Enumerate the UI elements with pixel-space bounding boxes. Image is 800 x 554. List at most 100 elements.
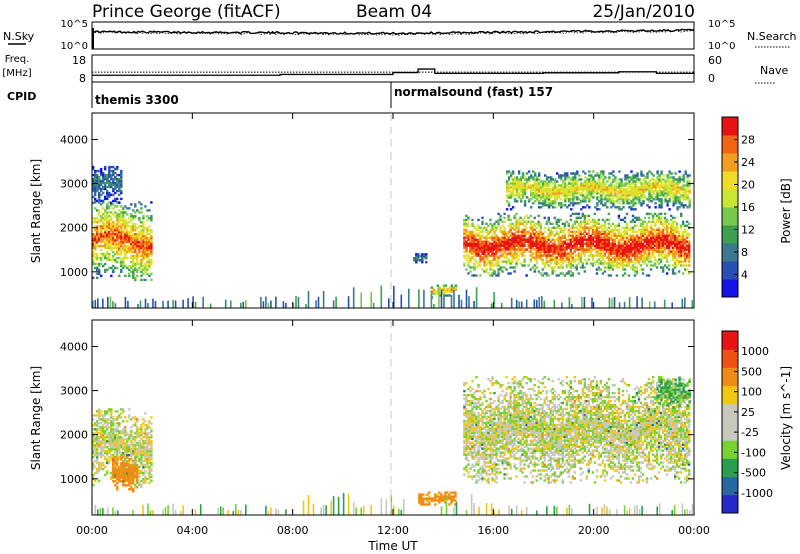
heat-cell [463,222,466,225]
heat-cell [563,252,566,255]
heat-cell [106,221,109,224]
heat-cell [100,428,103,431]
heat-cell [607,244,611,247]
heat-cell [493,244,496,247]
heat-cell [132,217,135,220]
heat-cell [639,230,643,233]
heat-cell [96,231,99,234]
heat-cell [639,264,643,267]
heat-cell [534,188,537,191]
heat-cell [493,236,496,239]
heat-cell [653,258,657,261]
heat-cell [638,196,641,199]
heat-cell [677,254,681,257]
heat-cell [676,184,679,187]
heat-cell [100,248,103,252]
heat-cell [627,234,631,237]
heat-cell [120,438,123,441]
heat-cell [657,248,661,251]
heat-cell [98,213,101,216]
heat-cell [100,440,103,443]
heat-cell [630,186,633,189]
heat-cell [607,274,611,277]
heat-cell [110,422,113,425]
heat-cell [583,234,586,237]
heat-cell [523,216,526,220]
heat-cell [621,254,625,257]
heat-cell [513,216,516,220]
heat-cell [515,244,518,247]
heat-cell [630,170,633,173]
heat-cell [116,478,119,481]
heat-cell [148,252,151,256]
heat-cell [118,187,121,191]
heat-cell [473,274,476,277]
heat-cell [116,201,119,204]
heat-cell [148,262,151,266]
heat-cell [579,226,582,229]
heat-cell [146,250,149,254]
heat-cell [467,260,470,263]
heat-cell [114,446,117,449]
heat-cell [130,430,133,433]
heat-cell [517,228,520,231]
heat-cell [142,248,145,252]
heat-cell [579,224,582,227]
heat-cell [598,182,601,185]
heat-cell [134,461,137,465]
heat-cell [618,190,621,193]
heat-cell [148,459,151,463]
heat-cell [634,202,637,205]
heat-cell [572,202,575,205]
heat-cell [146,463,149,467]
heat-cell [617,222,621,225]
heat-cell [639,252,643,255]
heat-cell [102,187,105,191]
heat-cell [643,226,647,229]
heat-cell [483,264,486,267]
heat-cell [591,248,595,251]
heat-cell [463,240,466,243]
heat-cell [576,188,579,191]
heat-cell [575,246,578,249]
heat-cell [653,234,657,237]
ground-scatter-cell [618,302,621,308]
heat-cell [140,246,143,250]
heat-cell [675,236,679,239]
heat-cell [114,240,117,244]
heat-cell [503,240,506,243]
heat-cell [595,236,599,239]
heat-cell [595,232,599,235]
heat-cell [114,237,117,240]
heat-cell [100,432,103,435]
heat-cell [673,262,677,265]
heat-cell [535,260,538,263]
heat-cell [647,216,651,220]
heat-cell [601,236,605,239]
heat-cell [591,244,595,247]
heat-cell [106,177,109,181]
heat-cell [616,206,619,209]
heat-cell [567,228,570,231]
heat-cell [656,176,659,179]
heat-cell [585,260,588,263]
heat-cell [413,257,416,260]
heat-cell [509,250,512,253]
heat-cell [450,290,454,293]
heat-cell [114,211,117,214]
heat-cell [146,459,149,463]
heat-cell [104,442,107,445]
heat-cell [463,220,466,223]
heat-cell [116,442,119,445]
heat-cell [543,272,546,275]
heat-cell [509,242,512,245]
heat-cell [114,442,117,445]
heat-cell [110,475,113,479]
heat-cell [645,274,649,277]
heat-cell [112,468,115,471]
heat-cell [581,226,584,229]
heat-cell [424,497,427,500]
heat-cell [529,226,532,229]
heat-cell [473,254,476,257]
heat-cell [583,270,586,273]
